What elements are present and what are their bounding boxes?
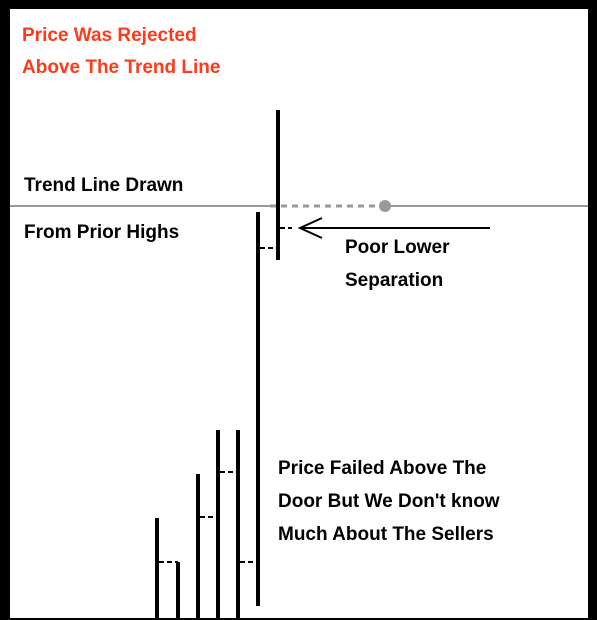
note-line: Trend Line Drawn xyxy=(24,175,183,196)
title-line: Above The Trend Line xyxy=(22,57,220,78)
note-line: Door But We Don't know xyxy=(278,491,500,512)
note-line: From Prior Highs xyxy=(24,222,179,243)
price-bars xyxy=(155,110,292,620)
canvas xyxy=(10,9,588,618)
title-line: Price Was Rejected xyxy=(22,25,197,46)
note-line: Poor Lower xyxy=(345,237,450,258)
note-line: Much About The Sellers xyxy=(278,524,494,545)
note-line: Price Failed Above The xyxy=(278,458,486,479)
note-line: Separation xyxy=(345,270,443,291)
arrow-head xyxy=(297,217,323,239)
